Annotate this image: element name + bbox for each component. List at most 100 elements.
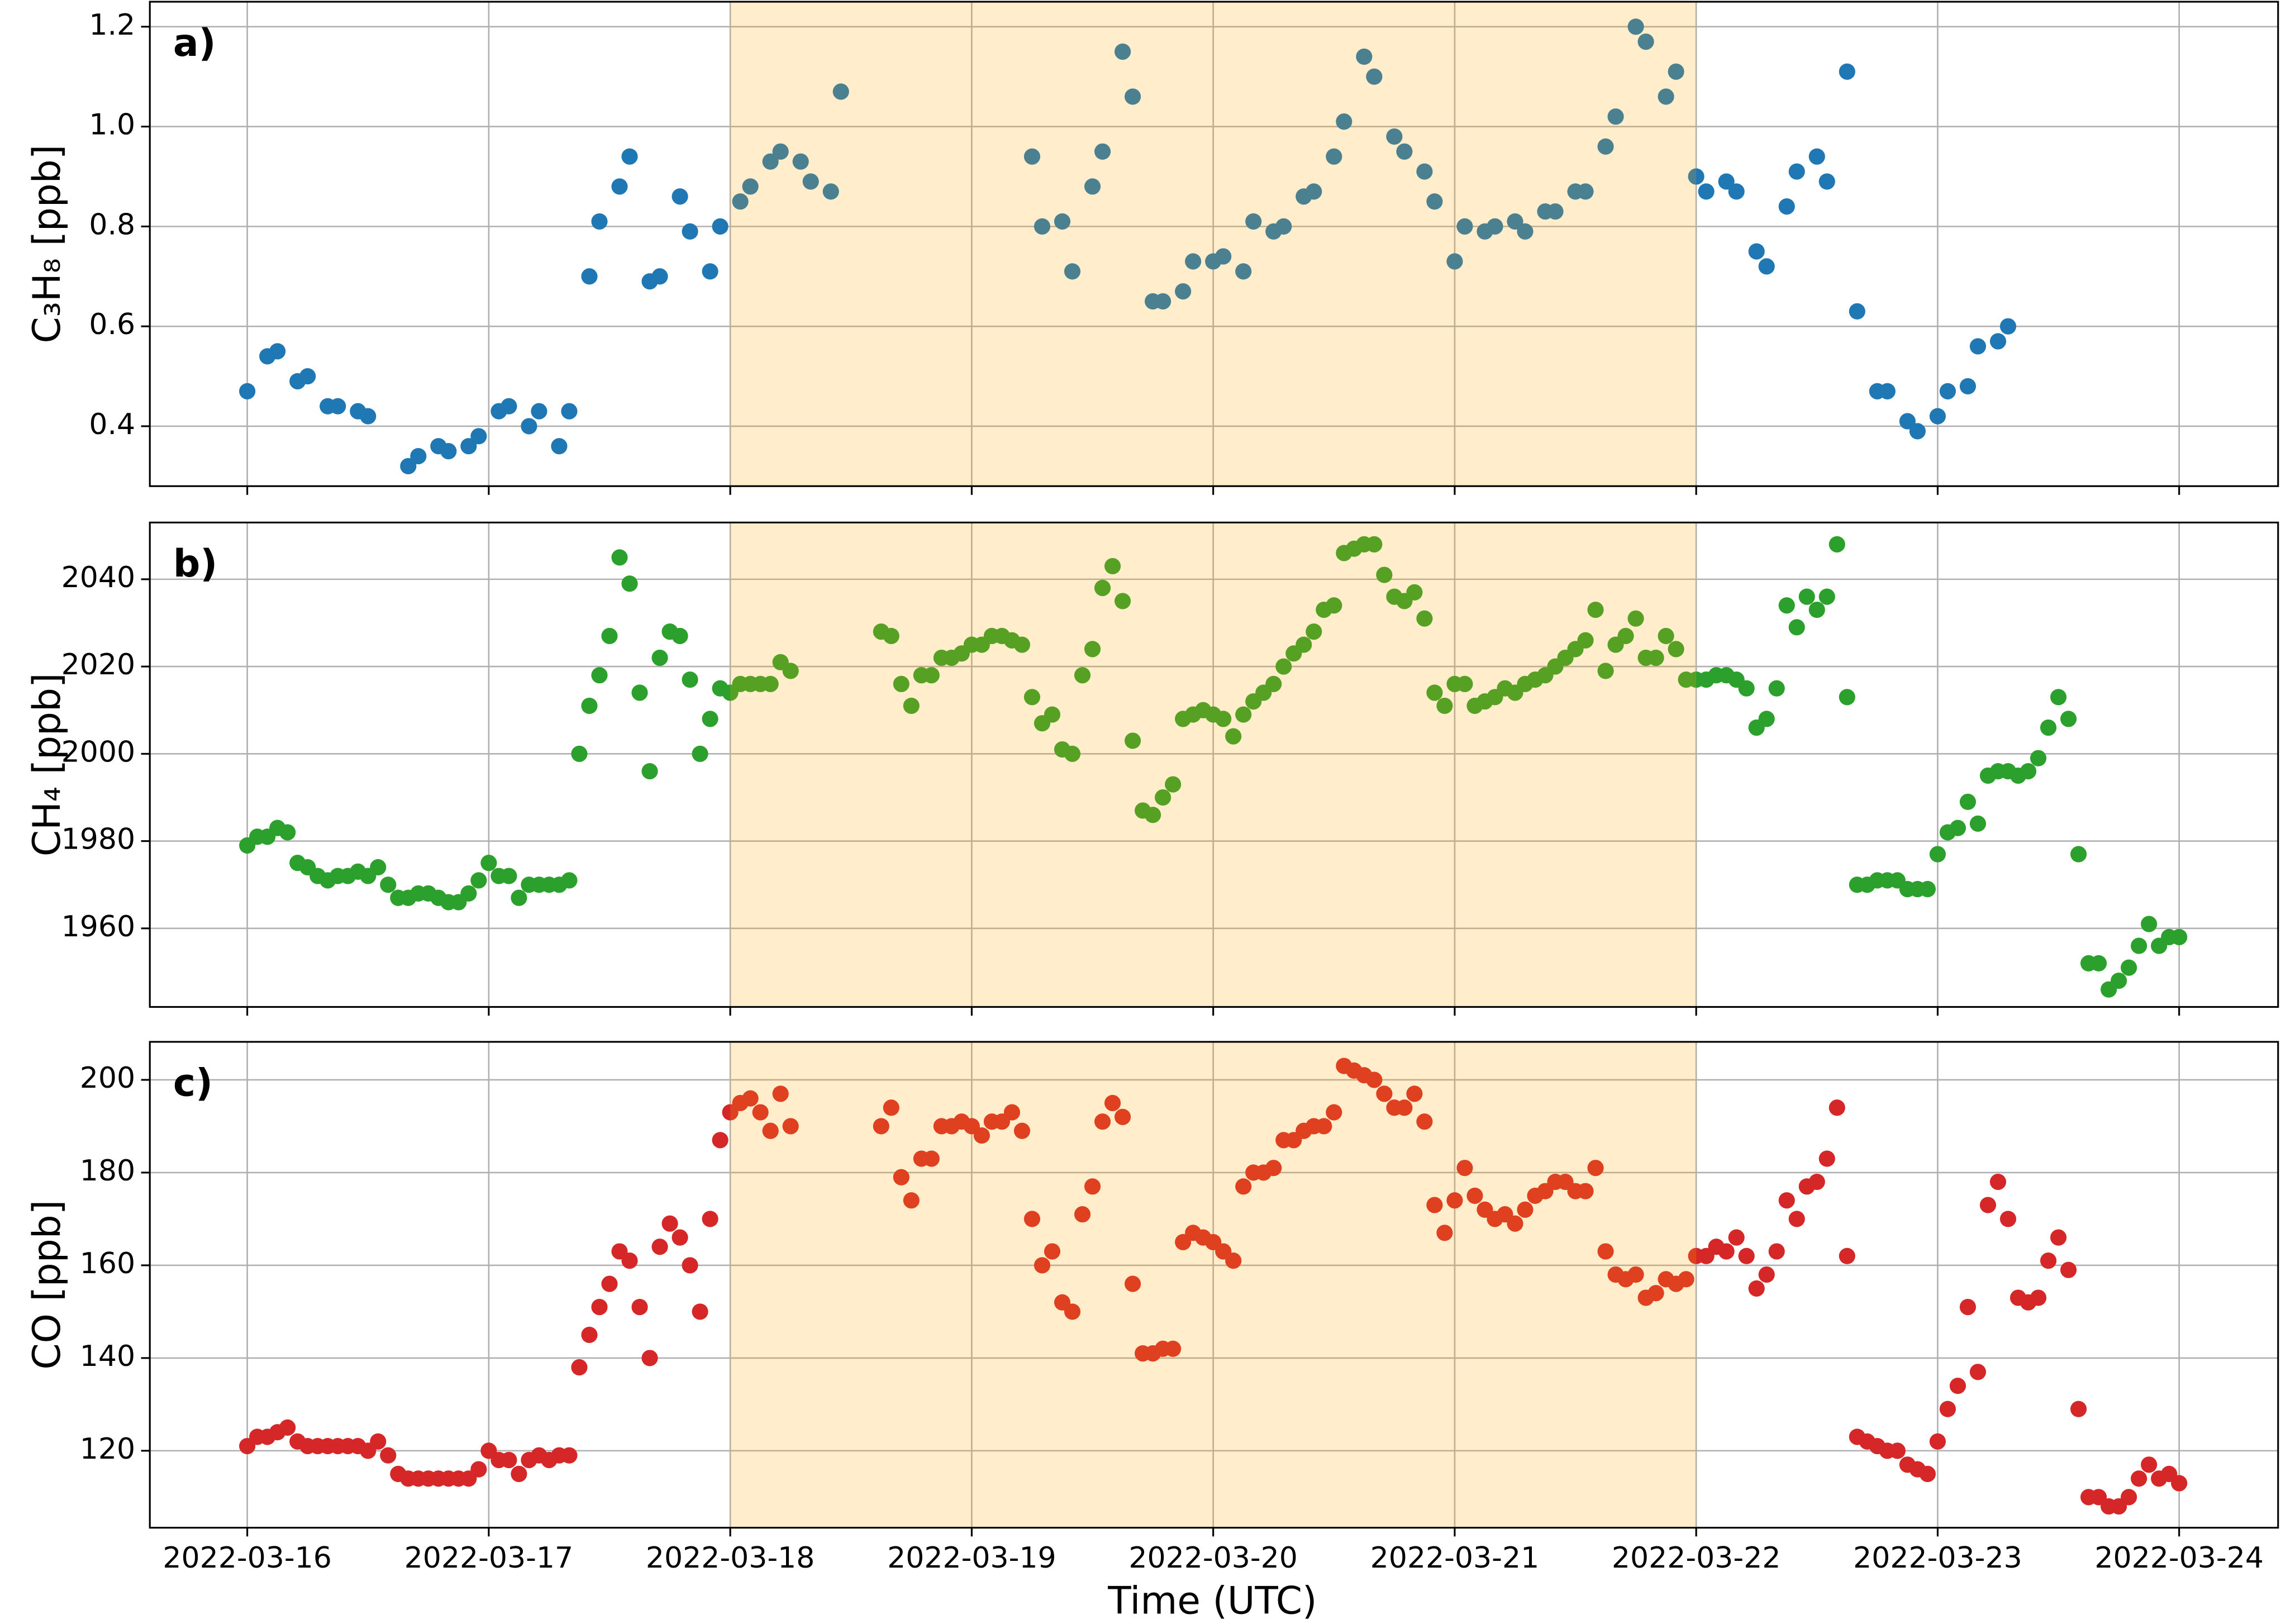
data-point [1647,1285,1664,1302]
data-point [1456,1160,1473,1177]
data-point [1366,536,1383,553]
data-point [1084,1178,1101,1195]
data-point [1758,1266,1775,1283]
data-point [1084,178,1101,195]
data-point [1406,584,1423,601]
data-point [1818,588,1835,605]
data-point [1507,213,1523,230]
data-point [1034,1257,1051,1274]
data-point [410,447,427,465]
axes-frame [149,521,2279,1008]
data-point [742,178,759,195]
data-point [531,403,547,420]
data-point [1064,1303,1081,1320]
data-point [1446,1192,1463,1209]
y-axis-label: CO [ppb] [25,1200,69,1370]
y-tick-label: 180 [80,1154,135,1188]
data-point [1114,43,1131,60]
y-tick-label: 0.6 [89,308,135,341]
data-point [1738,680,1755,697]
data-point [1074,667,1091,684]
data-point [1326,597,1342,614]
data-point [1939,383,1956,399]
data-point [611,549,628,566]
data-point [1658,88,1674,105]
data-point [1849,303,1865,320]
data-point [551,438,568,455]
shaded-period [730,522,1697,1007]
data-point [1788,163,1805,180]
data-point [661,1215,678,1232]
data-point [1969,815,1987,832]
data-point [1165,1340,1182,1357]
data-point [672,627,688,645]
data-point [1114,593,1131,609]
data-point [1627,610,1644,627]
data-point [1466,1187,1483,1204]
data-point [1456,218,1473,235]
data-point [581,697,598,714]
data-point [1788,619,1805,636]
data-point [651,1239,668,1255]
data-point [1808,148,1825,165]
data-point [1688,168,1704,185]
panel: 120 140 160 180 200 2022-03-16 2022-03-17 2022-… [25,1041,2279,1623]
data-point [883,1099,899,1116]
data-point [1426,1197,1443,1213]
data-point [1003,1104,1021,1121]
data-point [1597,663,1614,679]
data-point [239,383,256,399]
data-point [1728,1229,1745,1246]
data-point [1124,732,1141,749]
data-point [1839,63,1855,80]
data-point [1949,820,1966,836]
data-point [621,148,638,165]
data-point [1587,1160,1604,1177]
data-point [1356,48,1373,65]
y-tick-label: 1.0 [89,108,135,142]
data-point [501,868,517,884]
data-point [692,745,708,762]
data-point [1074,1206,1091,1223]
data-point [822,183,839,200]
y-tick-label: 1960 [61,910,136,944]
x-tick-label: 2022-03-17 [404,1541,574,1575]
data-point [1165,776,1182,793]
data-point [1366,68,1383,85]
data-point [883,627,899,645]
data-point [611,178,628,195]
data-point [571,1359,588,1376]
data-point [470,1461,487,1478]
data-point [1748,243,1765,260]
x-tick-label: 2022-03-19 [887,1541,1056,1575]
axes-frame [149,1,2279,487]
data-point [591,667,608,684]
data-point [2030,1289,2047,1306]
data-point [641,1350,658,1366]
data-point [601,627,618,645]
data-point [832,83,849,100]
y-tick-label: 0.4 [89,408,135,441]
data-point [299,368,316,385]
data-point [1979,1197,1997,1213]
data-point [1034,218,1051,235]
panel: 1960 1980 2000 2020 2040 b) CH₄ [ppb] [25,521,2279,1016]
data-point [279,824,296,841]
data-point [923,667,940,684]
data-point [1778,1192,1795,1209]
data-point [1316,1118,1332,1135]
data-point [1306,183,1322,200]
data-point [802,173,819,190]
data-point [2040,719,2057,736]
data-point [1627,1266,1644,1283]
y-tick-label: 1980 [61,823,136,856]
data-point [370,1433,387,1450]
data-point [752,1104,769,1121]
data-point [1668,641,1684,658]
data-point [2020,763,2037,780]
data-point [1366,1071,1383,1088]
data-point [501,1451,517,1469]
data-point [641,763,658,780]
data-point [1416,163,1433,180]
panel-label: b) [173,541,217,585]
